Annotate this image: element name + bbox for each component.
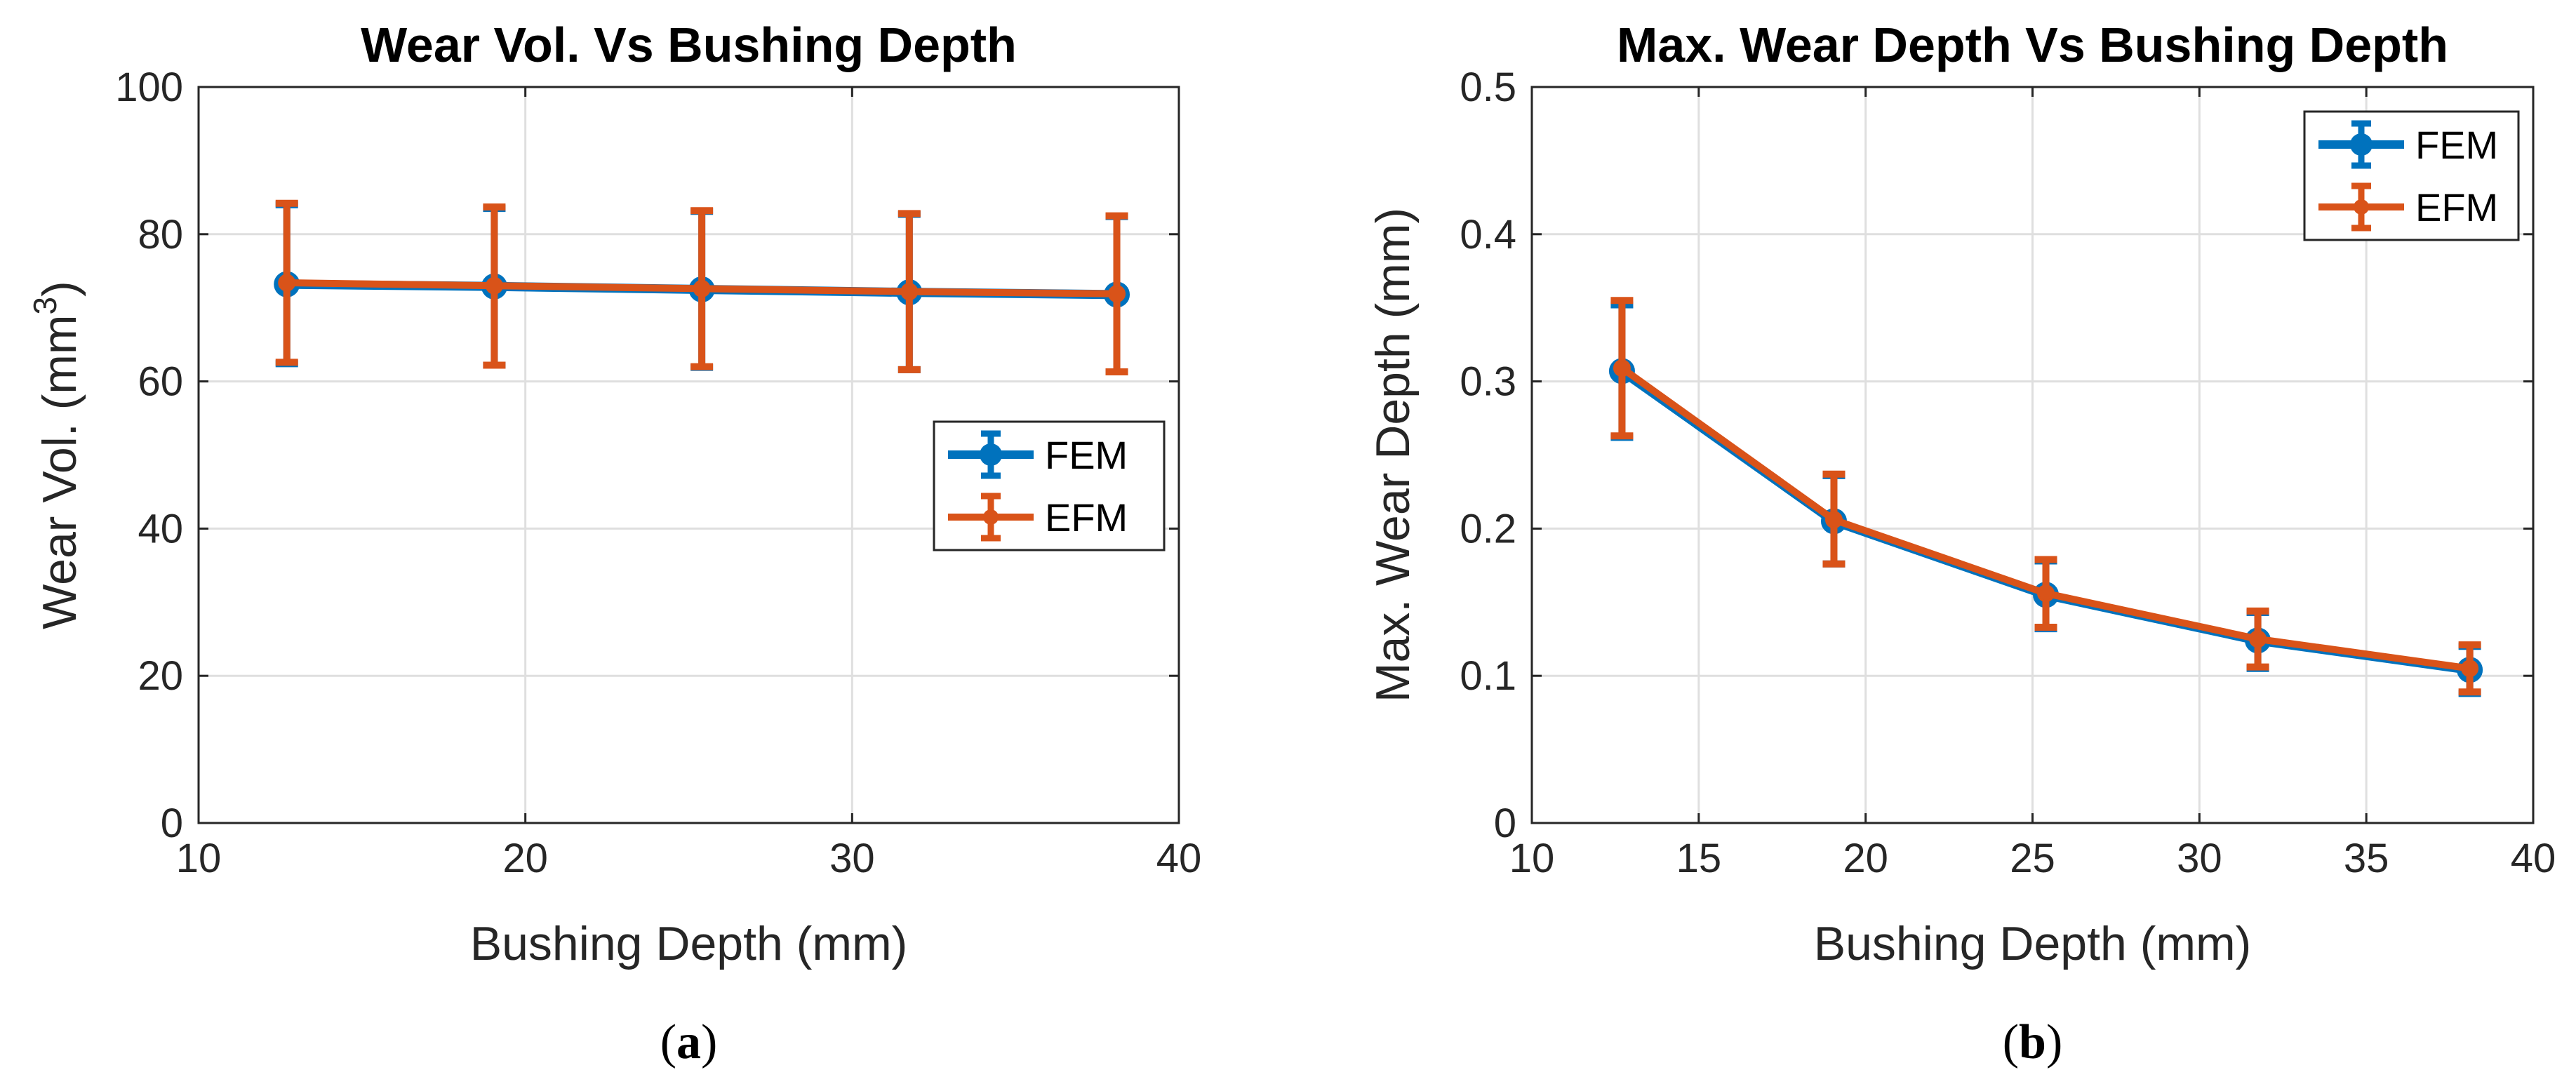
x-axis-label: Bushing Depth (mm) [470, 917, 908, 970]
legend-item-fem: FEM [948, 430, 1128, 479]
data-point [2037, 584, 2055, 603]
legend: FEM EFM [2303, 110, 2520, 241]
panel-label-close: ) [2046, 1015, 2062, 1069]
panel-label: (b) [2003, 1015, 2063, 1069]
data-point [485, 276, 503, 295]
legend-box [2303, 110, 2520, 241]
x-tick-label: 35 [2344, 836, 2389, 881]
data-point [2461, 660, 2479, 678]
x-axis-label: Bushing Depth (mm) [1814, 917, 2252, 970]
x-tick-label: 20 [502, 836, 548, 881]
chart-panel-a: 10 20 30 40 0 20 40 60 80 100 Wear Vol. Vs Bushing… [27, 18, 1201, 1069]
data-point [2249, 630, 2267, 648]
data-point [693, 279, 711, 297]
legend-item-efm: EFM [2318, 182, 2498, 232]
y-axis-label-main: Wear Vol. (mm [33, 314, 86, 629]
y-tick-label: 0.2 [1460, 506, 1516, 551]
data-point [1824, 511, 1843, 529]
panel-label: (a) [660, 1015, 718, 1069]
series-efm [275, 199, 1128, 375]
y-tick-label: 80 [138, 212, 183, 257]
x-tick-label: 30 [2177, 836, 2222, 881]
y-axis-label: Wear Vol. (mm3) [27, 281, 86, 629]
data-point [1108, 285, 1126, 303]
data-point [1613, 359, 1631, 377]
y-axis-label-main: Max. Wear Depth (mm) [1366, 208, 1420, 702]
axes-box [1530, 86, 2535, 824]
y-tick-label: 0 [161, 801, 183, 846]
chart-title: Wear Vol. Vs Bushing Depth [361, 18, 1017, 72]
x-tick-label: 30 [829, 836, 875, 881]
data-point [278, 274, 296, 292]
legend-label: FEM [1045, 433, 1128, 477]
y-tick-label: 20 [138, 653, 183, 699]
y-tick-label: 0.5 [1460, 65, 1516, 110]
y-tick-label: 60 [138, 359, 183, 405]
x-tick-label: 40 [1156, 836, 1202, 881]
y-tick-label: 0.1 [1460, 653, 1516, 699]
legend-marker [2354, 199, 2369, 215]
legend-label: FEM [2415, 123, 2498, 167]
panel-label-open: ( [2003, 1015, 2019, 1069]
legend-label: EFM [2415, 185, 2498, 229]
y-tick-label: 0 [1494, 801, 1516, 846]
series-efm [1610, 297, 2481, 696]
chart-panel-b: 10 15 20 25 30 35 40 0 0.1 0.2 0.3 0.4 0.5 Max. Wear … [1366, 18, 2556, 1069]
panel-label-open: ( [660, 1015, 676, 1069]
legend-label: EFM [1045, 495, 1128, 540]
x-tick-label: 10 [1509, 836, 1555, 881]
x-tick-label: 25 [2010, 836, 2055, 881]
legend-marker [983, 509, 999, 525]
legend-item-fem: FEM [2318, 120, 2498, 169]
y-tick-label: 100 [115, 65, 183, 110]
y-tick-label: 0.4 [1460, 212, 1516, 257]
x-tick-label: 20 [1843, 836, 1888, 881]
x-tick-label: 40 [2511, 836, 2556, 881]
legend: FEM EFM [933, 420, 1166, 551]
chart-title: Max. Wear Depth Vs Bushing Depth [1617, 18, 2448, 72]
legend-box [933, 420, 1166, 551]
panel-label-close: ) [701, 1015, 717, 1069]
legend-item-efm: EFM [948, 493, 1128, 542]
y-axis-label: Max. Wear Depth (mm) [1366, 208, 1420, 702]
panel-label-letter: a [676, 1015, 701, 1069]
y-tick-label: 0.3 [1460, 359, 1516, 405]
data-point [900, 283, 919, 301]
x-tick-label: 10 [176, 836, 222, 881]
y-axis-label-close: ) [33, 281, 86, 297]
panel-label-letter: b [2019, 1015, 2046, 1069]
legend-marker [2350, 133, 2373, 156]
axes-box [197, 86, 1180, 824]
y-axis-label-superscript: 3 [27, 297, 63, 315]
x-tick-label: 15 [1676, 836, 1722, 881]
y-tick-label: 40 [138, 506, 183, 551]
legend-marker [980, 443, 1002, 466]
